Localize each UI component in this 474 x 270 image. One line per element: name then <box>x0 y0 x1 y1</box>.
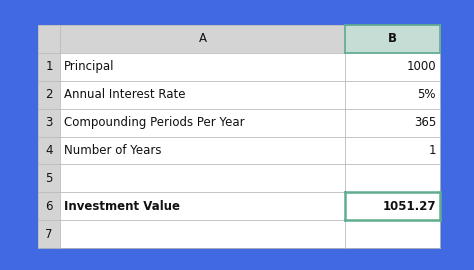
Bar <box>345 25 440 53</box>
Bar <box>60 164 345 192</box>
Text: Investment Value: Investment Value <box>64 200 180 213</box>
Bar <box>38 109 60 137</box>
Bar <box>345 109 440 137</box>
Text: Compounding Periods Per Year: Compounding Periods Per Year <box>64 116 245 129</box>
Bar <box>60 192 345 220</box>
Bar <box>345 53 440 81</box>
Text: 1000: 1000 <box>406 60 436 73</box>
Text: Annual Interest Rate: Annual Interest Rate <box>64 88 185 101</box>
Text: 5%: 5% <box>418 88 436 101</box>
Bar <box>345 164 440 192</box>
Text: Number of Years: Number of Years <box>64 144 162 157</box>
Bar <box>345 192 440 220</box>
Bar <box>60 137 345 164</box>
Bar <box>60 25 345 53</box>
Text: 4: 4 <box>45 144 53 157</box>
Text: 5: 5 <box>46 172 53 185</box>
Text: 6: 6 <box>45 200 53 213</box>
Text: 1: 1 <box>428 144 436 157</box>
Bar <box>345 220 440 248</box>
Bar <box>60 81 345 109</box>
Text: B: B <box>388 32 397 45</box>
Text: 3: 3 <box>46 116 53 129</box>
Text: 365: 365 <box>414 116 436 129</box>
Bar <box>38 25 60 53</box>
Bar <box>38 53 60 81</box>
Bar <box>60 53 345 81</box>
Text: 1051.27: 1051.27 <box>383 200 436 213</box>
Bar <box>38 81 60 109</box>
Bar <box>60 109 345 137</box>
Text: 2: 2 <box>45 88 53 101</box>
Bar <box>38 192 60 220</box>
Text: Principal: Principal <box>64 60 115 73</box>
Bar <box>60 220 345 248</box>
Bar <box>38 137 60 164</box>
Bar <box>345 137 440 164</box>
Text: 7: 7 <box>45 228 53 241</box>
Text: 1: 1 <box>45 60 53 73</box>
Bar <box>38 164 60 192</box>
Text: A: A <box>199 32 207 45</box>
Bar <box>38 220 60 248</box>
Bar <box>345 81 440 109</box>
